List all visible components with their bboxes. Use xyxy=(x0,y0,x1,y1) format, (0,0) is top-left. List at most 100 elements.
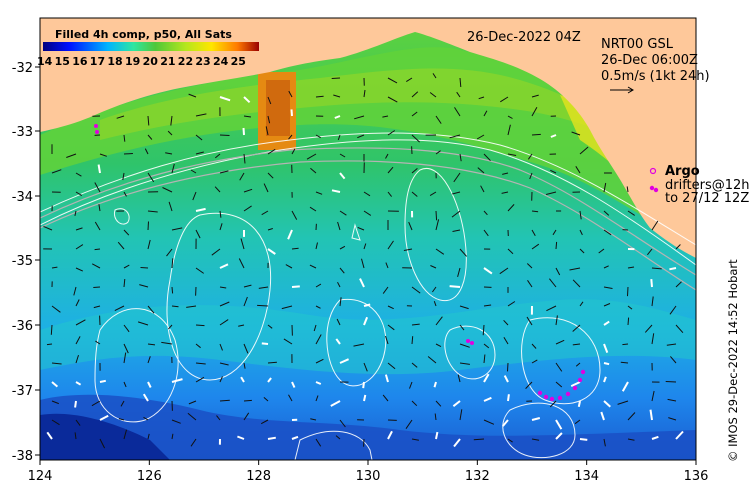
current-arrow xyxy=(337,134,341,141)
current-arrow xyxy=(139,284,149,288)
current-arrow xyxy=(476,134,485,140)
current-arrow xyxy=(309,206,317,212)
current-arrow xyxy=(243,96,251,104)
current-arrow xyxy=(644,324,653,333)
current-arrow xyxy=(357,134,365,139)
current-arrow xyxy=(97,164,101,174)
current-arrow xyxy=(452,400,461,407)
colorbar-tick-label: 14 xyxy=(37,55,53,68)
current-arrow xyxy=(626,186,629,193)
current-arrow xyxy=(579,229,583,236)
current-arrow xyxy=(651,435,659,440)
contour-line xyxy=(521,317,601,405)
current-arrow xyxy=(267,115,271,124)
current-arrow xyxy=(333,94,341,98)
current-arrow xyxy=(98,204,101,212)
current-arrow xyxy=(147,343,156,346)
current-arrow xyxy=(147,134,153,140)
current-arrow xyxy=(603,286,613,289)
current-arrow xyxy=(449,134,461,139)
current-arrow xyxy=(384,374,389,383)
isobath xyxy=(40,160,696,291)
current-arrow xyxy=(214,153,221,159)
current-arrow xyxy=(571,131,581,136)
argo-marker-icon xyxy=(649,167,657,175)
current-arrow xyxy=(330,400,341,407)
current-arrow xyxy=(483,419,495,425)
current-arrow xyxy=(75,354,79,364)
deep-blue-region xyxy=(40,394,696,460)
current-arrow xyxy=(75,336,81,345)
current-arrow xyxy=(411,111,418,117)
current-arrow xyxy=(315,358,324,364)
current-arrow xyxy=(75,227,83,231)
current-arrow xyxy=(385,153,389,159)
colorbar-tick-label: 19 xyxy=(125,55,140,68)
current-arrow xyxy=(507,153,517,156)
current-arrow xyxy=(483,267,493,275)
current-arrow xyxy=(171,433,174,440)
current-arrow xyxy=(651,220,659,231)
current-arrow xyxy=(405,419,413,429)
current-arrow xyxy=(190,169,197,174)
current-arrow xyxy=(339,358,350,364)
current-arrow xyxy=(549,400,557,408)
current-arrow xyxy=(667,398,677,402)
current-arrow xyxy=(620,361,629,364)
drifter-dot xyxy=(543,394,549,400)
current-arrow xyxy=(357,226,365,231)
current-arrow xyxy=(651,390,655,402)
current-arrow xyxy=(385,335,389,345)
x-tick-label: 126 xyxy=(137,469,162,484)
x-tick-label: 130 xyxy=(356,469,381,484)
current-arrow xyxy=(219,223,223,231)
current-arrow xyxy=(263,397,269,402)
y-tick-label: -35 xyxy=(12,254,33,269)
current-arrow xyxy=(195,267,204,274)
current-arrow xyxy=(66,153,77,158)
current-arrow xyxy=(140,267,149,269)
current-arrow xyxy=(387,430,393,440)
contour-line xyxy=(40,132,696,246)
current-arrow xyxy=(242,127,245,136)
drifter-dot xyxy=(94,124,98,128)
current-arrow xyxy=(123,153,133,155)
current-arrow xyxy=(572,279,581,288)
current-arrow xyxy=(291,210,298,220)
current-arrow xyxy=(51,419,60,426)
current-arrow xyxy=(187,412,197,421)
current-arrow xyxy=(363,243,367,250)
current-arrow xyxy=(572,343,581,346)
current-arrow xyxy=(603,265,609,269)
current-arrow xyxy=(650,279,653,288)
current-arrow xyxy=(46,431,53,440)
current-arrow xyxy=(123,264,130,269)
current-vectors xyxy=(43,73,684,449)
current-arrow xyxy=(315,438,322,447)
warm-patch-core xyxy=(266,80,290,136)
current-arrow xyxy=(123,191,127,197)
current-arrow xyxy=(527,280,533,288)
current-arrow xyxy=(310,418,317,421)
current-arrow xyxy=(195,376,205,383)
current-arrow xyxy=(171,227,183,231)
current-arrow xyxy=(579,301,584,307)
current-arrow xyxy=(336,318,341,326)
current-arrow xyxy=(91,263,101,269)
current-arrow xyxy=(214,186,221,193)
current-arrow xyxy=(411,134,420,143)
current-arrow xyxy=(382,394,389,402)
current-arrow xyxy=(51,362,62,365)
current-arrow xyxy=(503,375,509,383)
current-arrow xyxy=(665,381,677,383)
current-arrow xyxy=(309,264,317,269)
current-arrow xyxy=(263,183,269,193)
current-arrow xyxy=(147,239,151,250)
current-arrow xyxy=(162,187,173,193)
drifter-dot xyxy=(653,187,659,193)
x-tick-label: 128 xyxy=(246,469,271,484)
current-arrow xyxy=(50,324,53,335)
current-arrow xyxy=(267,148,276,155)
current-arrow xyxy=(575,166,581,174)
drifter-dot xyxy=(565,391,571,397)
